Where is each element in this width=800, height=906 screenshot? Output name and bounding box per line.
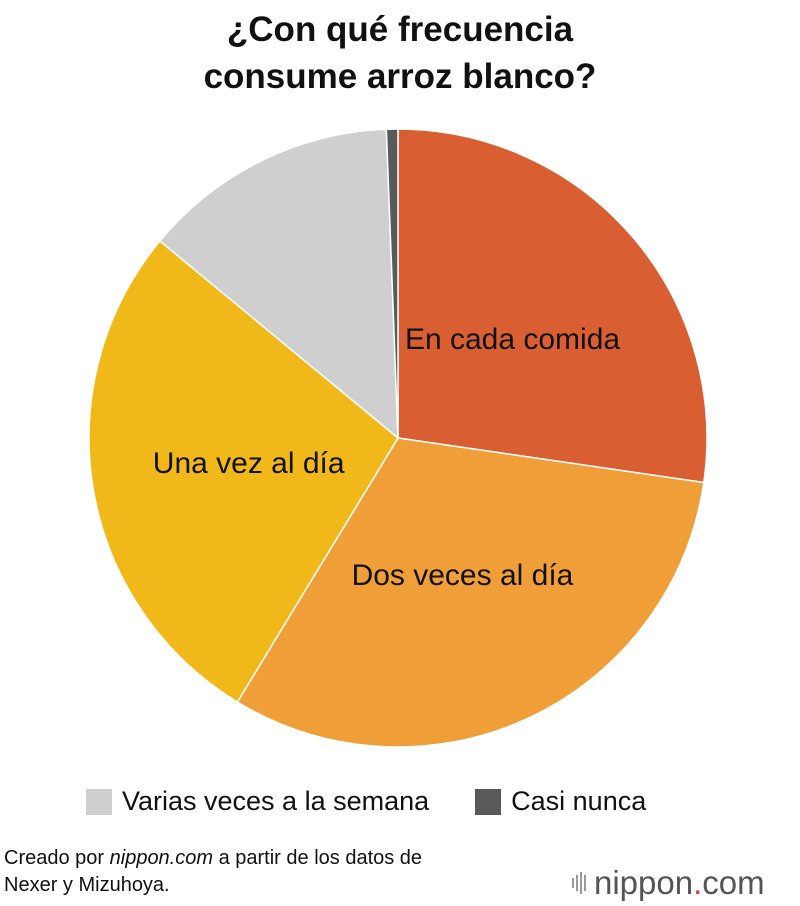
credit-suffix: a partir de los datos de	[213, 847, 423, 869]
pie-chart: En cada comida Dos veces al día Una vez al…	[88, 128, 708, 748]
chart-title-line-2: consume arroz blanco?	[203, 57, 597, 96]
legend-label: Varias veces a la semana	[122, 786, 430, 816]
credit-site: nippon.com	[109, 847, 214, 869]
legend-item-varias-veces: Varias veces a la semana	[86, 786, 429, 817]
pie-slice-una-vez-al-d-a	[88, 239, 399, 704]
pie-slice-dos-veces-al-d-a	[236, 437, 705, 748]
credit-prefix: Creado por	[4, 847, 110, 869]
legend: Varias veces a la semana Casi nunca	[86, 786, 692, 817]
slice-label: Una vez al día	[153, 447, 345, 480]
pie-slice-en-cada-comida	[397, 128, 708, 484]
legend-item-casi-nunca: Casi nunca	[475, 786, 646, 817]
chart-title-line-1: ¿Con qué frecuencia	[226, 10, 574, 49]
legend-label: Casi nunca	[511, 786, 647, 816]
pie-slice-casi-nunca	[385, 128, 399, 439]
logo-dot: .	[693, 864, 703, 901]
slice-label: Dos veces al día	[352, 559, 574, 592]
chart-title: ¿Con qué frecuencia consume arroz blanco…	[0, 6, 800, 100]
legend-swatch	[86, 788, 112, 815]
pie-slice-varias-veces-a-la-semana	[158, 128, 399, 440]
slice-label: En cada comida	[405, 323, 620, 356]
logo-bars-icon	[572, 872, 588, 894]
legend-swatch	[475, 788, 502, 815]
logo-tld: com	[702, 864, 765, 901]
source-credit: Creado por nippon.com a partir de los da…	[4, 845, 422, 899]
logo-name: nippon	[594, 864, 694, 901]
credit-line-2: Nexer y Mizuhoya.	[4, 874, 170, 896]
nippon-logo: nippon. com	[572, 864, 765, 902]
